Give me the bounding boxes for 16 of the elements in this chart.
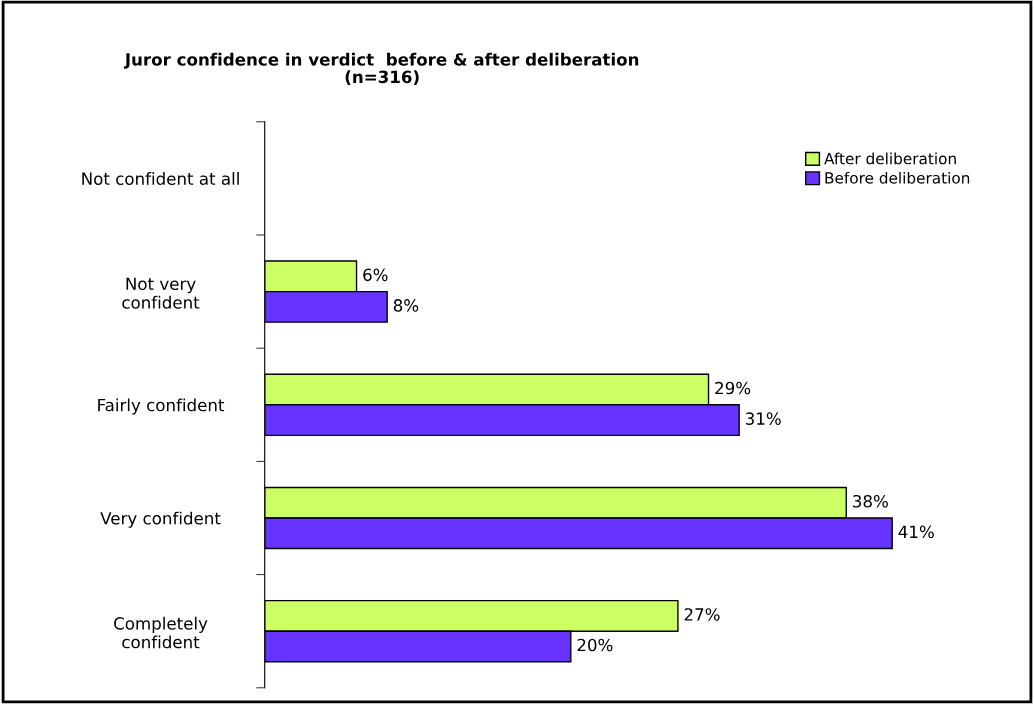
- y-tick-label: Completely confident: [114, 616, 208, 649]
- legend-label: Before deliberation: [825, 171, 970, 184]
- legend-label: After deliberation: [824, 152, 956, 165]
- chart-title: Juror confidence in verdict before & after deliberation (n=316): [123, 52, 639, 86]
- data-label: 29%: [715, 381, 751, 395]
- data-label: 38%: [853, 494, 888, 508]
- y-tick-label: Fairly confident: [98, 398, 225, 415]
- data-label: 27%: [684, 608, 720, 621]
- data-label: 20%: [577, 638, 613, 652]
- y-tick-label: Not very confident: [122, 277, 200, 309]
- data-label: 31%: [745, 412, 781, 425]
- y-tick-label: Very confident: [100, 511, 221, 528]
- y-tick-label: Not confident at all: [82, 172, 239, 185]
- data-label: 41%: [898, 525, 934, 539]
- data-label: 8%: [393, 299, 419, 312]
- data-label: 6%: [363, 268, 388, 282]
